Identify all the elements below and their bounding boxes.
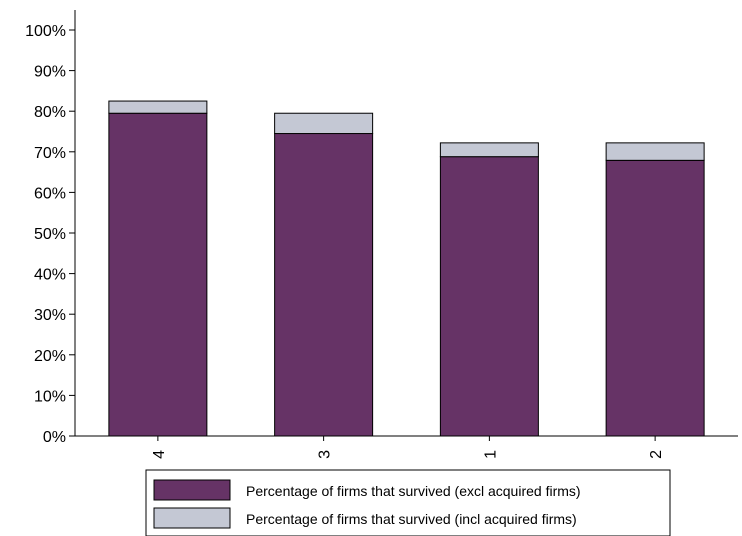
y-tick-label: 60% xyxy=(34,185,66,202)
bar-excl xyxy=(439,156,539,437)
y-tick-label: 100% xyxy=(25,23,66,40)
legend-box xyxy=(145,469,671,536)
y-tick-label: 90% xyxy=(34,64,66,81)
y-axis: 0% 10% 20% 30% 40% 50% 60% 70% 80% 90% 100% xyxy=(25,10,76,446)
legend: Percentage of firms that survived (excl … xyxy=(145,469,671,536)
y-tick-label: 80% xyxy=(34,104,66,121)
bar-excl xyxy=(108,112,208,437)
bar-incl xyxy=(274,112,374,135)
x-tick-label: 1 xyxy=(482,450,499,459)
bar-incl xyxy=(439,142,539,158)
y-tick-label: 20% xyxy=(34,348,66,365)
y-tick-label: 0% xyxy=(43,429,66,446)
legend-swatch-incl xyxy=(153,507,231,529)
bar-excl xyxy=(274,133,374,437)
bar-incl xyxy=(108,100,208,114)
legend-label-excl: Percentage of firms that survived (excl … xyxy=(246,483,581,499)
bar-excl xyxy=(605,159,705,437)
bar-incl xyxy=(605,142,705,161)
y-tick-label: 70% xyxy=(34,145,66,162)
y-tick-label: 40% xyxy=(34,267,66,284)
bars xyxy=(108,100,705,437)
legend-swatch-excl xyxy=(153,479,231,501)
x-tick-label: 2 xyxy=(648,450,665,459)
x-tick-label: 3 xyxy=(317,450,334,459)
y-tick-label: 50% xyxy=(34,226,66,243)
legend-label-incl: Percentage of firms that survived (incl … xyxy=(246,511,577,527)
x-tick-label: 4 xyxy=(151,450,168,459)
x-axis: 4 3 1 2 xyxy=(75,435,738,459)
y-tick-label: 30% xyxy=(34,307,66,324)
y-tick-label: 10% xyxy=(34,388,66,405)
